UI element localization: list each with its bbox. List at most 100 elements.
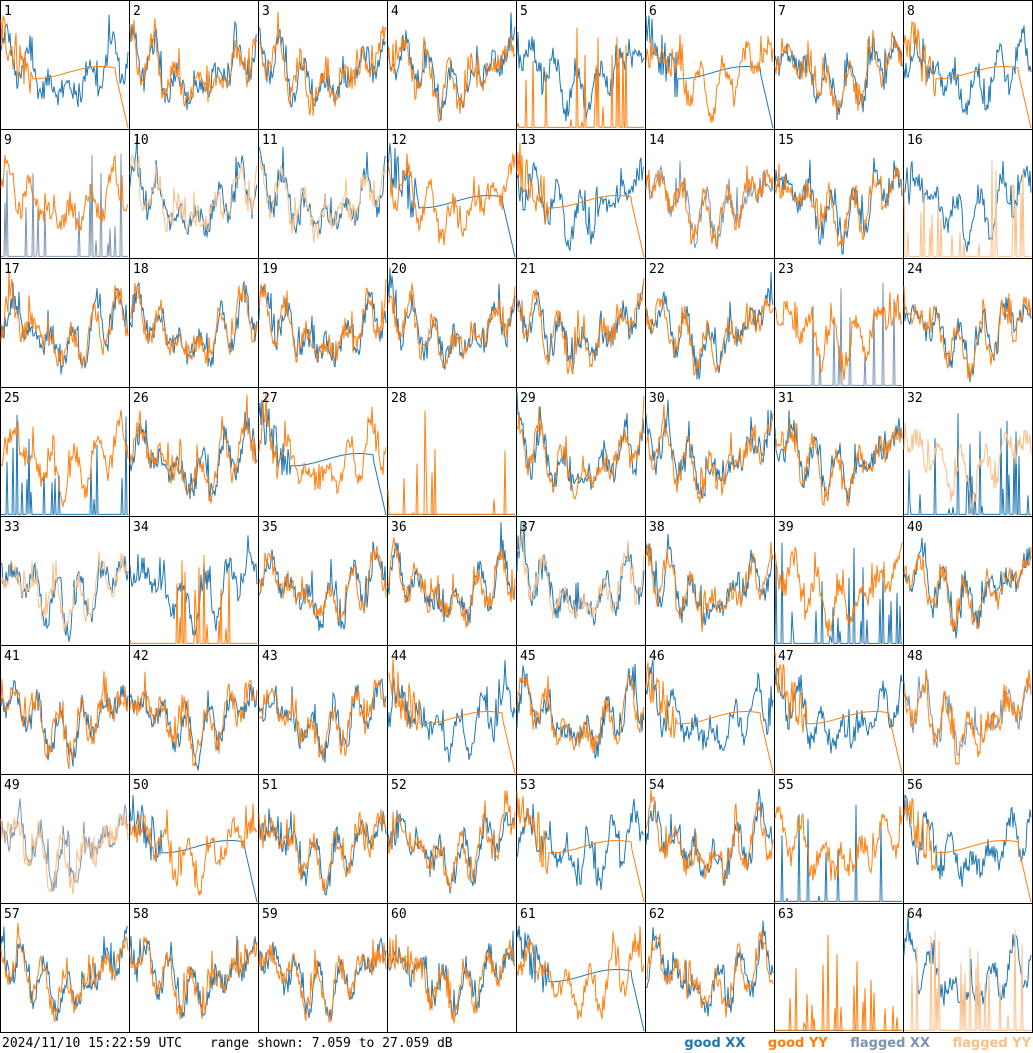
series-yy	[387, 790, 516, 891]
panel-label: 17	[4, 262, 20, 277]
panel-label: 23	[778, 262, 794, 277]
series-yy	[129, 936, 258, 1020]
panel-46: 46	[645, 645, 775, 775]
panel-frame	[258, 258, 388, 388]
panel-label: 37	[520, 520, 536, 535]
panel-54: 54	[645, 774, 775, 904]
series-yy	[903, 20, 1032, 129]
panel-40: 40	[903, 516, 1033, 646]
series-xx	[129, 535, 258, 636]
panel-label: 34	[133, 520, 149, 535]
series-xx	[1, 153, 128, 257]
series-yy	[129, 555, 257, 644]
panel-12: 12	[387, 129, 517, 259]
series-xx	[645, 659, 774, 752]
panel-label: 28	[391, 391, 407, 406]
panel-frame	[0, 903, 130, 1033]
panel-label: 24	[907, 262, 923, 277]
series-yy	[516, 524, 645, 621]
panel-label: 56	[907, 778, 923, 793]
series-xx	[516, 798, 645, 891]
series-yy	[903, 286, 1032, 380]
panel-label: 2	[133, 4, 141, 19]
legend-flagged-yy: flagged YY	[952, 1036, 1032, 1051]
panel-label: 27	[262, 391, 278, 406]
series-xx	[387, 12, 516, 121]
panel-63: 63	[774, 903, 904, 1033]
panel-frame	[129, 0, 259, 130]
panel-label: 50	[133, 778, 149, 793]
series-xx	[516, 156, 645, 252]
panel-frame	[258, 387, 388, 517]
panel-47: 47	[774, 645, 904, 775]
series-yy	[258, 12, 387, 117]
series-xx	[129, 281, 258, 367]
panel-14: 14	[645, 129, 775, 259]
series-yy	[516, 27, 644, 129]
series-yy	[258, 545, 387, 623]
panel-label: 33	[4, 520, 20, 535]
panel-57: 57	[0, 903, 130, 1033]
series-yy	[129, 803, 258, 896]
panel-44: 44	[387, 645, 517, 775]
series-yy	[903, 797, 1032, 903]
panel-64: 64	[903, 903, 1033, 1033]
panel-frame	[387, 258, 517, 388]
panel-frame	[516, 258, 646, 388]
panel-frame	[903, 774, 1033, 904]
series-yy	[258, 278, 387, 363]
panel-label: 1	[4, 4, 12, 19]
series-xx	[387, 143, 516, 258]
series-yy	[387, 153, 516, 246]
panel-label: 41	[4, 649, 20, 664]
series-yy	[387, 410, 515, 515]
panel-label: 49	[4, 778, 20, 793]
panel-label: 36	[391, 520, 407, 535]
series-yy	[774, 420, 903, 507]
panel-58: 58	[129, 903, 259, 1033]
series-xx	[645, 788, 774, 886]
panel-26: 26	[129, 387, 259, 517]
panel-frame	[258, 0, 388, 130]
panel-1: 1	[0, 0, 130, 130]
series-yy	[645, 789, 774, 885]
series-yy	[129, 395, 258, 504]
panel-frame	[129, 387, 259, 517]
series-yy	[0, 551, 129, 631]
panel-21: 21	[516, 258, 646, 388]
panel-label: 32	[907, 391, 923, 406]
panel-16: 16	[903, 129, 1033, 259]
panel-29: 29	[516, 387, 646, 517]
series-yy	[387, 537, 516, 628]
panel-label: 38	[649, 520, 665, 535]
panel-label: 42	[133, 649, 149, 664]
panel-label: 57	[4, 907, 20, 922]
panel-37: 37	[516, 516, 646, 646]
panel-28: 28	[387, 387, 517, 517]
panel-frame	[387, 516, 517, 646]
series-yy	[258, 679, 387, 760]
panel-frame	[774, 903, 904, 1033]
panel-2: 2	[129, 0, 259, 130]
panel-frame	[0, 0, 130, 130]
series-yy	[774, 163, 903, 248]
panel-34: 34	[129, 516, 259, 646]
series-yy	[516, 790, 645, 903]
series-yy	[645, 404, 774, 504]
series-xx	[645, 271, 774, 380]
series-yy	[0, 14, 129, 129]
panel-51: 51	[258, 774, 388, 904]
panel-27: 27	[258, 387, 388, 517]
panel-label: 18	[133, 262, 149, 277]
series-xx	[774, 542, 902, 644]
series-xx	[903, 794, 1032, 887]
panel-52: 52	[387, 774, 517, 904]
panel-frame	[387, 387, 517, 517]
panel-label: 52	[391, 778, 407, 793]
panel-10: 10	[129, 129, 259, 259]
panel-61: 61	[516, 903, 646, 1033]
panel-frame	[774, 645, 904, 775]
panel-label: 31	[778, 391, 794, 406]
panel-56: 56	[903, 774, 1033, 904]
panel-23: 23	[774, 258, 904, 388]
